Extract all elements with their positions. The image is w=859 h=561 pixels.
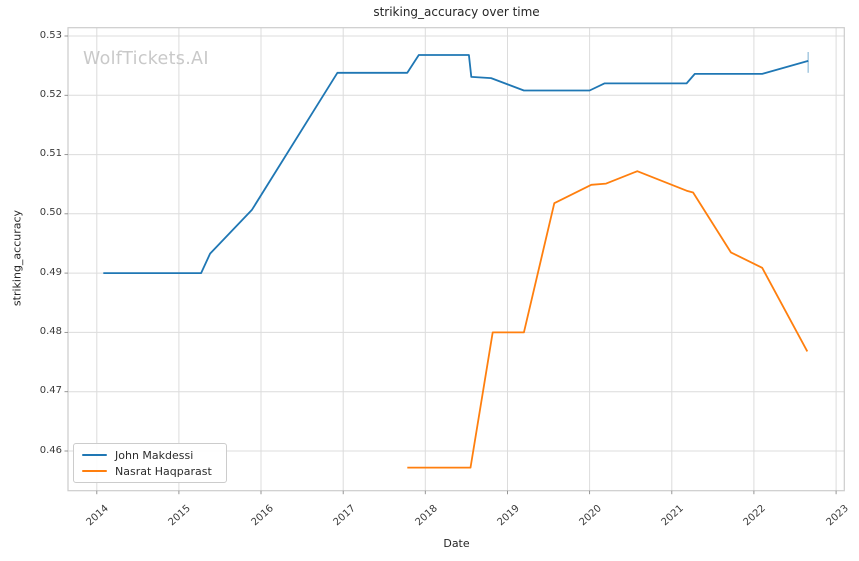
chart-title: striking_accuracy over time	[373, 5, 540, 19]
y-tick-label: 0.51	[39, 148, 62, 160]
watermark: WolfTickets.AI	[83, 49, 209, 69]
y-tick-label: 0.52	[39, 88, 62, 100]
legend-item: Nasrat Haqparast	[82, 465, 218, 478]
y-tick-label: 0.46	[39, 444, 62, 456]
legend-line-swatch	[82, 453, 107, 457]
legend-label: John Makdessi	[115, 448, 194, 462]
x-axis-title: Date	[443, 537, 470, 550]
y-tick-label: 0.47	[39, 385, 62, 397]
legend-label: Nasrat Haqparast	[115, 464, 212, 478]
series-line-nasrat-haqparast	[407, 170, 809, 469]
legend: John Makdessi Nasrat Haqparast	[73, 443, 227, 483]
plot-border	[67, 27, 845, 492]
legend-line-swatch	[82, 469, 107, 473]
y-axis-title: striking_accuracy	[10, 209, 24, 307]
legend-item: John Makdessi	[82, 449, 218, 462]
y-tick-label: 0.48	[39, 325, 62, 337]
y-tick-label: 0.50	[39, 207, 62, 219]
y-tick-label: 0.53	[39, 29, 62, 41]
series-line-john-makdessi	[103, 54, 809, 275]
y-tick-label: 0.49	[39, 266, 62, 278]
